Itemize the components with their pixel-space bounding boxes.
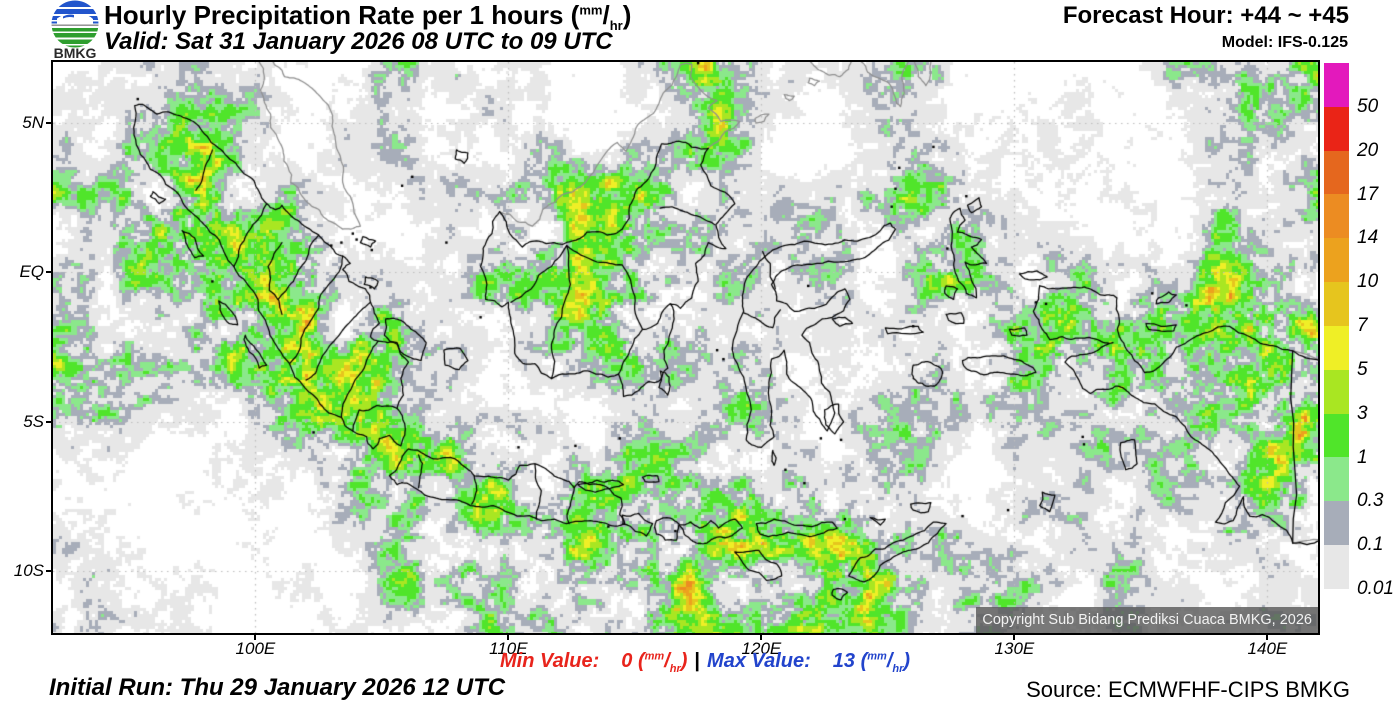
min-unit-denominator: hr — [669, 663, 681, 675]
x-tick-label-110E: 110E — [489, 639, 528, 658]
legend-seg-1 — [1324, 413, 1349, 458]
legend-seg-3 — [1324, 369, 1349, 414]
map-frame: Copyright Sub Bidang Prediksi Cuaca BMKG… — [51, 60, 1320, 635]
x-tick-mark — [760, 635, 763, 640]
y-tick-label-5N: 5N — [22, 112, 44, 132]
legend-label-17: 17 — [1357, 183, 1379, 205]
legend-seg-10 — [1324, 238, 1349, 283]
copyright-overlay: Copyright Sub Bidang Prediksi Cuaca BMKG… — [976, 607, 1318, 633]
max-value-number: 13 — [832, 650, 856, 672]
x-tick-mark — [1266, 635, 1269, 640]
bmkg-logo-globe — [51, 0, 99, 48]
x-tick-mark — [254, 635, 257, 640]
forecast-hour-label: Forecast Hour: +44 ~ +45 — [1062, 2, 1349, 29]
minmax-line: Min Value: 0 (mm/hr) | Max Value: 13 (mm/hr) — [500, 650, 910, 675]
min-value: 0 (mm/hr) — [621, 650, 688, 675]
legend-label-0.1: 0.1 — [1357, 534, 1384, 556]
legend-label-7: 7 — [1357, 315, 1368, 336]
legend-seg-7 — [1324, 282, 1349, 326]
title-unit-close: ) — [622, 0, 632, 30]
title-text: Hourly Precipitation Rate per 1 hours — [104, 0, 564, 30]
y-tick-label-5S: 5S — [23, 411, 44, 431]
precipitation-map-canvas — [53, 62, 1318, 633]
max-value-label: Max Value: — [707, 650, 811, 672]
y-tick-label-EQ: EQ — [19, 262, 44, 282]
bmkg-logo-text: BMKG — [54, 45, 97, 60]
bmkg-logo: BMKG — [51, 0, 99, 60]
y-tick-label-10S: 10S — [13, 561, 44, 581]
legend-seg-0.3 — [1324, 457, 1349, 502]
max-unit-numerator: mm — [867, 650, 887, 663]
title-unit-denominator: hr — [609, 18, 623, 34]
x-tick-mark — [1013, 635, 1016, 640]
legend-seg-14 — [1324, 194, 1349, 239]
legend-label-3: 3 — [1357, 402, 1368, 424]
legend-seg-20 — [1324, 106, 1349, 151]
legend-label-0.3: 0.3 — [1357, 490, 1384, 512]
min-value-label: Min Value: — [500, 650, 600, 672]
source-label: Source: ECMWFHF-CIPS BMKG — [1026, 677, 1350, 702]
valid-time-label: Valid: Sat 31 January 2026 08 UTC to 09 … — [104, 28, 613, 55]
legend-seg-50 — [1324, 63, 1349, 107]
legend-seg-0.1 — [1324, 501, 1349, 546]
page-title: Hourly Precipitation Rate per 1 hours (m… — [104, 0, 631, 33]
x-tick-label-130E: 130E — [994, 639, 1035, 658]
legend-label-5: 5 — [1357, 358, 1368, 380]
initial-run-label: Initial Run: Thu 29 January 2026 12 UTC — [49, 674, 506, 701]
title-unit-open: ( — [570, 0, 580, 30]
x-tick-label-100E: 100E — [235, 639, 276, 658]
x-tick-label-120E: 120E — [741, 639, 782, 658]
legend-label-0.01: 0.01 — [1357, 578, 1394, 599]
min-unit-numerator: mm — [644, 650, 665, 663]
x-tick-mark — [507, 635, 510, 640]
legend-label-10: 10 — [1357, 271, 1379, 293]
y-tick-mark — [46, 420, 51, 423]
minmax-separator: | — [694, 650, 701, 672]
legend-seg-17 — [1324, 150, 1349, 195]
x-tick-label-140E: 140E — [1247, 639, 1288, 658]
y-tick-mark — [46, 121, 51, 124]
title-unit-slash: / — [602, 0, 610, 30]
legend-seg-5 — [1324, 325, 1349, 370]
y-tick-mark — [46, 271, 51, 274]
title-unit-numerator: mm — [579, 2, 603, 18]
legend-label-14: 14 — [1357, 227, 1379, 249]
legend-label-1: 1 — [1357, 446, 1368, 468]
legend-colorbar — [1324, 63, 1349, 589]
legend-seg-0.01 — [1324, 545, 1349, 589]
legend-label-20: 20 — [1357, 139, 1379, 161]
max-unit-denominator: hr — [892, 663, 904, 675]
max-value: 13 (mm/hr) — [832, 650, 911, 675]
model-label: Model: IFS-0.125 — [1221, 34, 1348, 51]
legend-label-50: 50 — [1357, 95, 1379, 117]
y-tick-mark — [46, 570, 51, 573]
min-value-number: 0 — [621, 650, 633, 672]
